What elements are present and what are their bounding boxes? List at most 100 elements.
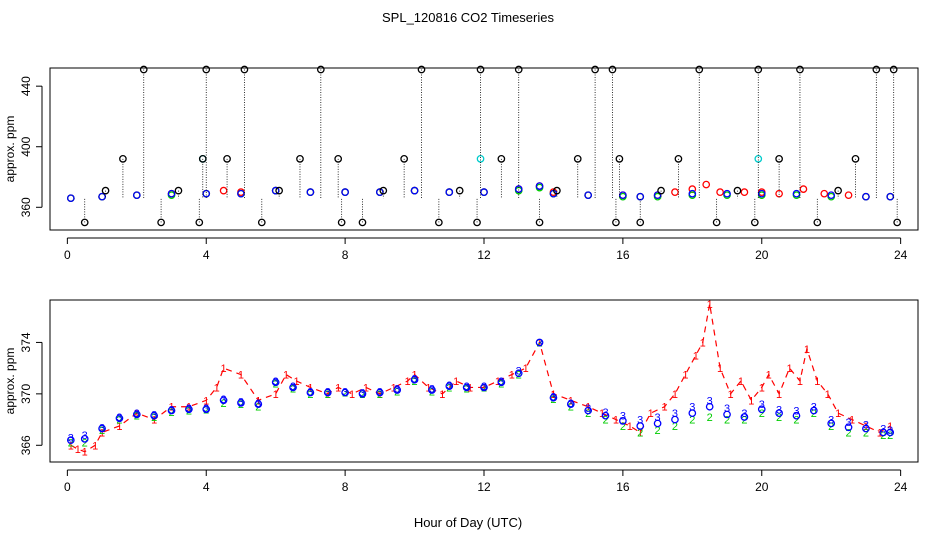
series-3-point: 3: [759, 399, 765, 411]
series-excursions-point: [889, 65, 898, 74]
series-excursions-point: [337, 218, 346, 227]
series-3-point: 3: [707, 395, 713, 407]
series-o-point: [219, 396, 228, 405]
series-o-point: [688, 409, 697, 417]
series-1-point: 1: [293, 376, 299, 388]
series-o-point: [167, 406, 176, 415]
series-excursions-point: [400, 154, 408, 163]
series-excursions-point: [119, 154, 127, 163]
series-3-point: 3: [377, 386, 383, 398]
series-3-point: 3: [689, 402, 695, 414]
series-3-point: 3: [672, 408, 678, 420]
series-3-point: 3: [221, 394, 227, 406]
series-o-point: [66, 436, 75, 444]
series-1-point: 1: [648, 408, 654, 420]
series-channel-3-point: [132, 191, 141, 200]
series-2-point: 2: [498, 379, 504, 391]
series-channel-3-point: [535, 182, 544, 190]
series-o-point: [827, 419, 836, 428]
series-o-point: [653, 419, 662, 428]
series-3-point: 3: [168, 404, 174, 416]
series-2-point: 2: [203, 404, 209, 416]
series-3-point: 3: [724, 403, 730, 415]
series-o-point: [254, 400, 263, 408]
series-channel-1-point: [716, 188, 724, 196]
bottom-x-tick-label: 16: [616, 480, 630, 494]
series-1-point: 1: [214, 382, 220, 394]
series-3-point: 3: [238, 397, 244, 409]
series-3-point: 3: [516, 366, 522, 378]
series-2-point: 2: [134, 411, 140, 423]
series-o-point: [271, 378, 280, 387]
series-3-point: 3: [550, 391, 556, 403]
series-o-point: [705, 402, 714, 411]
series-3-point: 3: [359, 388, 365, 400]
series-o-point: [358, 390, 367, 398]
top-y-axis-label: approx. ppm: [3, 116, 17, 183]
series-channel-3-point: [98, 192, 106, 201]
series-1-point: 1: [804, 344, 810, 356]
series-1-point: 1: [273, 389, 279, 401]
series-2-point: 2: [464, 384, 470, 396]
series-excursions-point: [198, 154, 207, 163]
series-excursions-point: [275, 186, 284, 195]
series-3-point: 3: [290, 381, 296, 393]
series-3-point: 3: [411, 373, 417, 385]
series-channel-1-point: [702, 180, 711, 189]
series-3-point: 3: [186, 403, 192, 415]
series-2-point: 2: [359, 389, 365, 401]
series-channel-1-point: [671, 188, 679, 196]
series-1-point: 1: [863, 421, 869, 433]
series-2-point: 2: [845, 427, 851, 439]
series-2-point: 2: [516, 370, 522, 382]
series-channel-3-point: [306, 188, 315, 196]
series-excursions-point: [157, 218, 165, 227]
series-o-point: [844, 423, 853, 432]
bottom-x-tick-label: 0: [64, 480, 71, 494]
series-channel-3-point: [862, 192, 870, 201]
series-1-point: 1: [363, 382, 369, 394]
series-excursions-point: [455, 186, 464, 195]
bottom-x-tick-label: 12: [477, 480, 491, 494]
series-excursions-point: [612, 218, 620, 227]
series-channel-3-point: [66, 194, 75, 203]
series-1-point: 1: [439, 389, 445, 401]
series-o-point: [514, 369, 523, 378]
series-2-point: 2: [307, 389, 313, 401]
series-1-point: 1: [825, 389, 831, 401]
series-1-point: 1: [707, 299, 713, 311]
series-o-point: [480, 383, 488, 392]
series-o-point: [150, 411, 159, 420]
series-o-point: [723, 410, 731, 419]
series-o-point: [185, 405, 193, 414]
series-2-point: 2: [672, 421, 678, 433]
series-o-point: [886, 428, 895, 437]
series-o-point: [636, 422, 645, 430]
series-1-point: 1: [82, 447, 88, 459]
series-channel-3-point: [341, 188, 349, 196]
series-1-point: 1: [613, 415, 619, 427]
series-excursions-point: [657, 186, 665, 195]
series-o-point: [757, 405, 766, 414]
series-excursions-point: [553, 186, 561, 195]
series-2-point: 2: [394, 386, 400, 398]
series-excursions-point: [476, 65, 485, 74]
series-3-point: 3: [536, 337, 542, 349]
series-excursions-point: [893, 218, 902, 227]
series-excursions-point: [101, 186, 110, 195]
series-2-point: 2: [99, 425, 105, 437]
series-channel-1-point: [219, 186, 228, 195]
series-3-point: 3: [585, 403, 591, 415]
top-panel: approx. ppm 0 4 8 12 16 20 24 360 400 440: [3, 65, 919, 262]
series-3-point: 3: [68, 433, 74, 445]
series-1-point: 1: [693, 350, 699, 362]
series-excursions-point: [608, 65, 617, 74]
series-o-point: [862, 424, 870, 433]
series-o-point: [202, 405, 211, 414]
top-x-tick-label: 0: [64, 248, 71, 262]
series-excursions-point: [358, 218, 367, 227]
series-o-point: [619, 417, 627, 425]
series-1-point: 1: [849, 415, 855, 427]
series-2-point: 2: [429, 386, 435, 398]
